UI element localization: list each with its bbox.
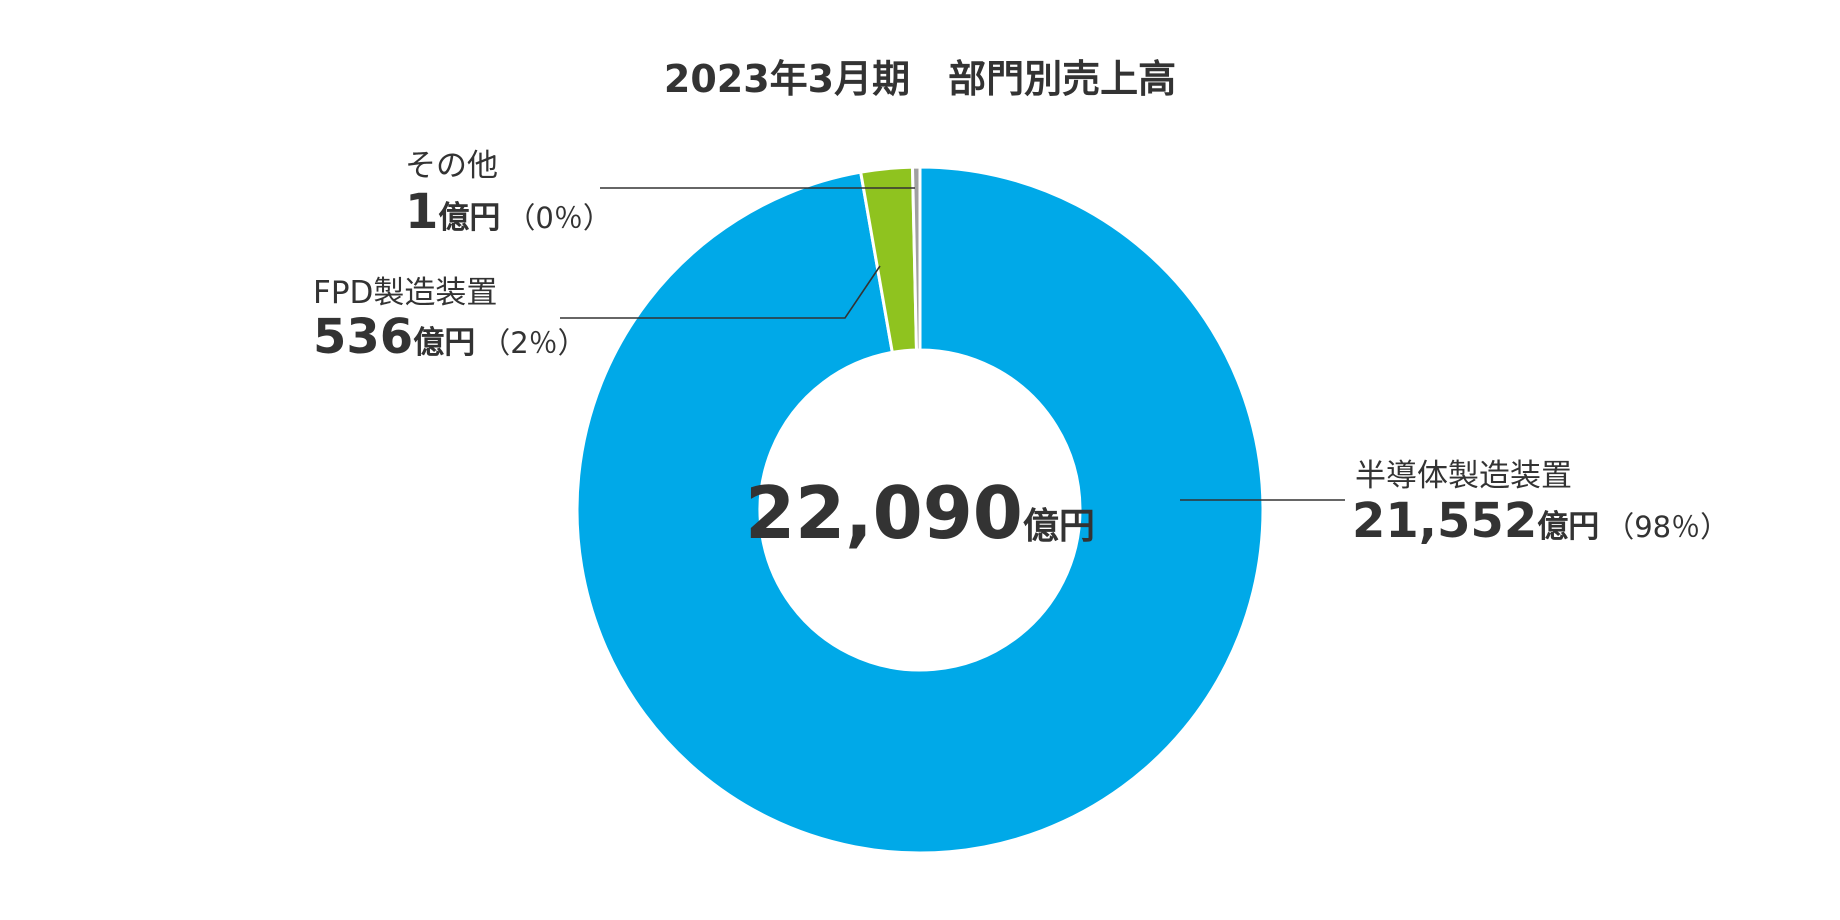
center-total-label: 22,090億円 — [745, 471, 1095, 555]
slice-value-other: 1 — [405, 184, 438, 240]
slice-value-fpd-line: 536億円 （2％） — [313, 309, 587, 365]
slice-value-other-line: 1億円 （0％） — [405, 184, 612, 240]
slice-pct-fpd: （2％） — [481, 326, 586, 360]
slice-unit-semi: 億円 — [1537, 509, 1599, 545]
slice-value-semi-line: 21,552億円 （98％） — [1352, 493, 1729, 549]
donut-slice-semi — [575, 165, 1265, 855]
slice-unit-other: 億円 — [438, 200, 500, 236]
slice-unit-fpd: 億円 — [413, 325, 475, 361]
slice-name-other: その他 — [405, 148, 498, 184]
slice-label-semi: 半導体製造装置 21,552億円 （98％） — [1352, 458, 1729, 549]
leader-line-fpd — [560, 265, 881, 319]
center-total-unit: 億円 — [1023, 506, 1095, 547]
slice-label-other: その他 1億円 （0％） — [405, 148, 612, 240]
donut-slices — [575, 165, 1265, 855]
chart-title: 2023年3月期 部門別売上高 — [664, 57, 1176, 101]
donut-slice-other — [910, 165, 922, 352]
slice-value-fpd: 536 — [313, 309, 413, 365]
slice-value-semi: 21,552 — [1352, 493, 1537, 549]
slice-name-semi: 半導体製造装置 — [1355, 458, 1572, 494]
slice-label-fpd: FPD製造装置 536億円 （2％） — [313, 275, 587, 365]
slice-name-fpd: FPD製造装置 — [313, 275, 497, 311]
center-total-value: 22,090 — [745, 471, 1023, 555]
slice-pct-other: （0％） — [506, 201, 611, 235]
center-total: 22,090億円 — [745, 471, 1095, 555]
slice-pct-semi: （98％） — [1605, 510, 1729, 544]
